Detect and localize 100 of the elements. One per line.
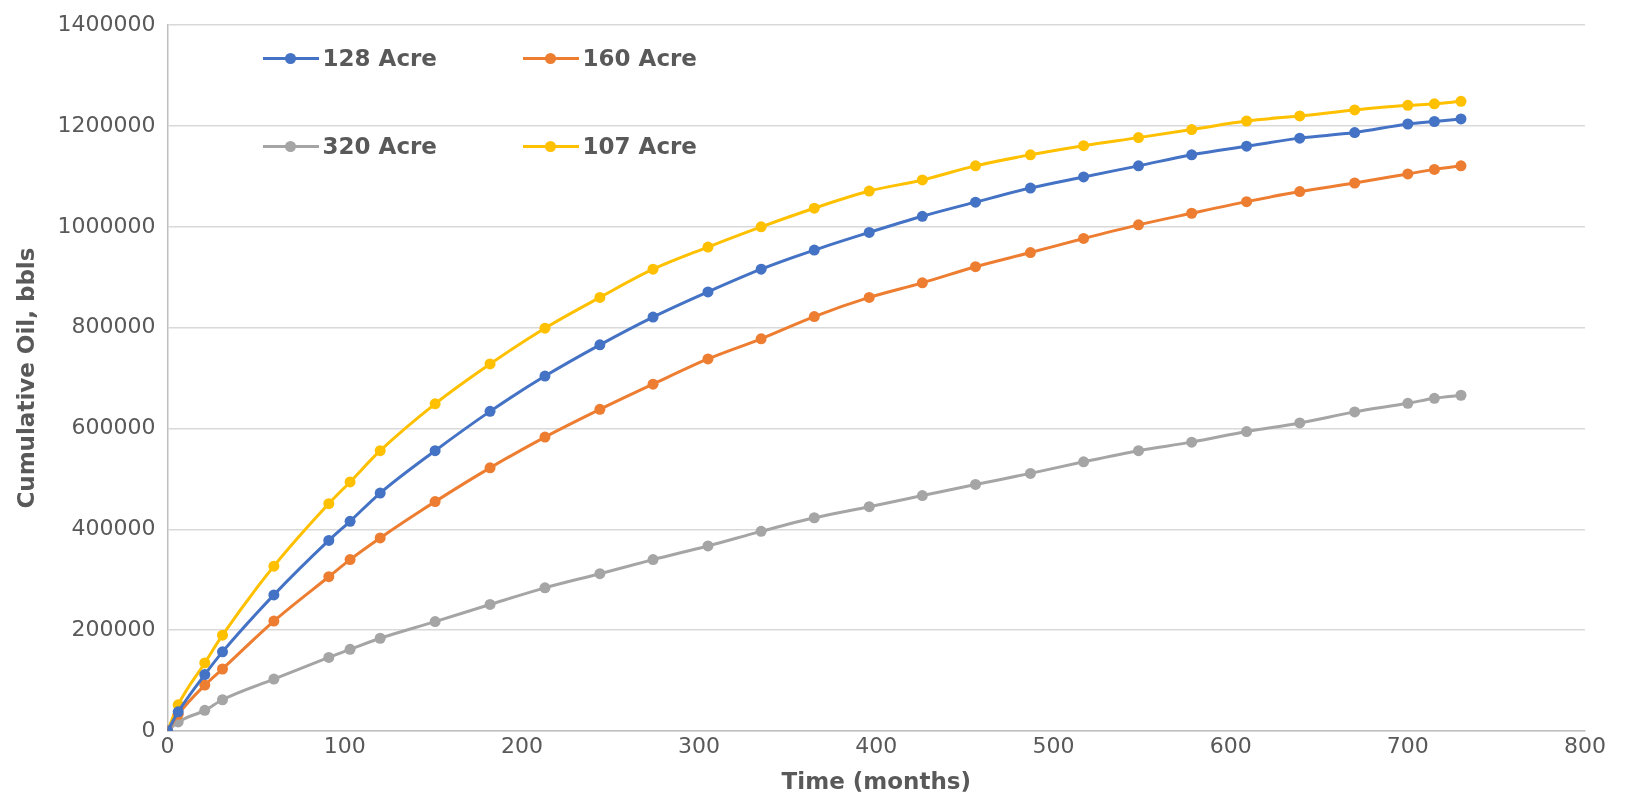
y-axis-title: Cumulative Oil, bbls (12, 247, 39, 509)
point (374, 632, 386, 644)
point (1455, 113, 1467, 125)
point (344, 643, 356, 655)
x-tick-label: 0 (160, 732, 175, 758)
point (916, 210, 928, 222)
point (268, 615, 280, 627)
point (916, 277, 928, 289)
x-axis-title: Time (months) (781, 768, 971, 795)
point (1402, 99, 1414, 111)
point (1078, 232, 1090, 244)
point (1186, 149, 1198, 161)
y-tick-label: 200000 (71, 615, 156, 641)
point (1455, 95, 1467, 107)
point (1186, 124, 1198, 136)
point (702, 286, 714, 298)
point (1024, 182, 1036, 194)
point (484, 358, 496, 370)
legend-label: 107 Acre (582, 133, 697, 160)
point (1349, 127, 1361, 139)
point (970, 478, 982, 490)
point (1133, 445, 1145, 457)
point (702, 241, 714, 253)
legend-label: 128 Acre (322, 45, 437, 72)
y-tick-label: 600000 (71, 414, 156, 440)
x-tick-label: 300 (678, 732, 721, 758)
point (808, 244, 820, 256)
point (808, 202, 820, 214)
point (1294, 417, 1306, 429)
point (539, 370, 551, 382)
point (594, 403, 606, 415)
point (217, 646, 229, 658)
point (916, 174, 928, 186)
point (217, 629, 229, 641)
point (594, 568, 606, 580)
y-tick-label: 1400000 (57, 10, 156, 36)
point (1402, 168, 1414, 180)
point (647, 378, 659, 390)
point (1455, 160, 1467, 172)
point (863, 226, 875, 238)
point (429, 616, 441, 628)
point (199, 669, 211, 681)
legend-label: 160 Acre (582, 45, 697, 72)
x-tick-label: 200 (500, 732, 543, 758)
point (323, 651, 335, 663)
point (344, 554, 356, 566)
point (1133, 132, 1145, 144)
x-tick-label: 500 (1032, 732, 1075, 758)
point (1024, 149, 1036, 161)
point (970, 160, 982, 172)
point (484, 462, 496, 474)
point (429, 496, 441, 508)
point (1241, 426, 1253, 438)
point (1078, 456, 1090, 468)
y-tick-label: 400000 (71, 515, 156, 541)
point (1402, 397, 1414, 409)
point (374, 487, 386, 499)
point (539, 322, 551, 334)
point (268, 673, 280, 685)
point (863, 185, 875, 197)
point (755, 221, 767, 233)
point (344, 476, 356, 488)
point (1078, 140, 1090, 152)
point (1349, 177, 1361, 189)
point (344, 515, 356, 527)
point (970, 196, 982, 208)
x-tick-label: 600 (1209, 732, 1252, 758)
y-tick-label: 0 (141, 716, 156, 742)
point (1186, 436, 1198, 448)
point (1455, 389, 1467, 401)
point (1186, 207, 1198, 219)
point (199, 657, 211, 669)
legend-label: 320 Acre (322, 133, 437, 160)
point (539, 431, 551, 443)
point (594, 339, 606, 351)
point (863, 291, 875, 303)
point (702, 540, 714, 552)
point (1428, 98, 1440, 110)
point (970, 261, 982, 273)
point (594, 291, 606, 303)
x-tick-label: 400 (855, 732, 898, 758)
x-tick-label: 700 (1386, 732, 1429, 758)
point (323, 534, 335, 546)
point (1133, 160, 1145, 172)
point (374, 445, 386, 457)
point (647, 263, 659, 275)
point (323, 498, 335, 510)
point (755, 525, 767, 537)
point (217, 663, 229, 675)
y-tick-label: 1000000 (57, 212, 156, 238)
point (1133, 219, 1145, 231)
point (1078, 171, 1090, 183)
point (1294, 132, 1306, 144)
point (484, 598, 496, 610)
point (1428, 115, 1440, 127)
point (429, 445, 441, 457)
point (1402, 118, 1414, 130)
point (1024, 467, 1036, 479)
point (268, 589, 280, 601)
x-tick-label: 800 (1564, 732, 1606, 758)
